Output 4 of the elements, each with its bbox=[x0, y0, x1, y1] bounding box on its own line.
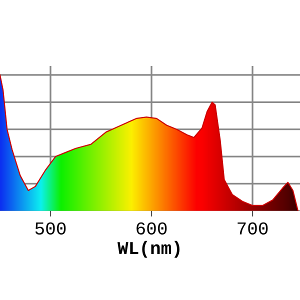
x-axis-title: WL(nm) bbox=[117, 240, 180, 258]
x-tick-label: 500 bbox=[35, 222, 66, 235]
x-tick-label: 700 bbox=[238, 222, 268, 235]
x-tick-label: 600 bbox=[136, 222, 167, 235]
